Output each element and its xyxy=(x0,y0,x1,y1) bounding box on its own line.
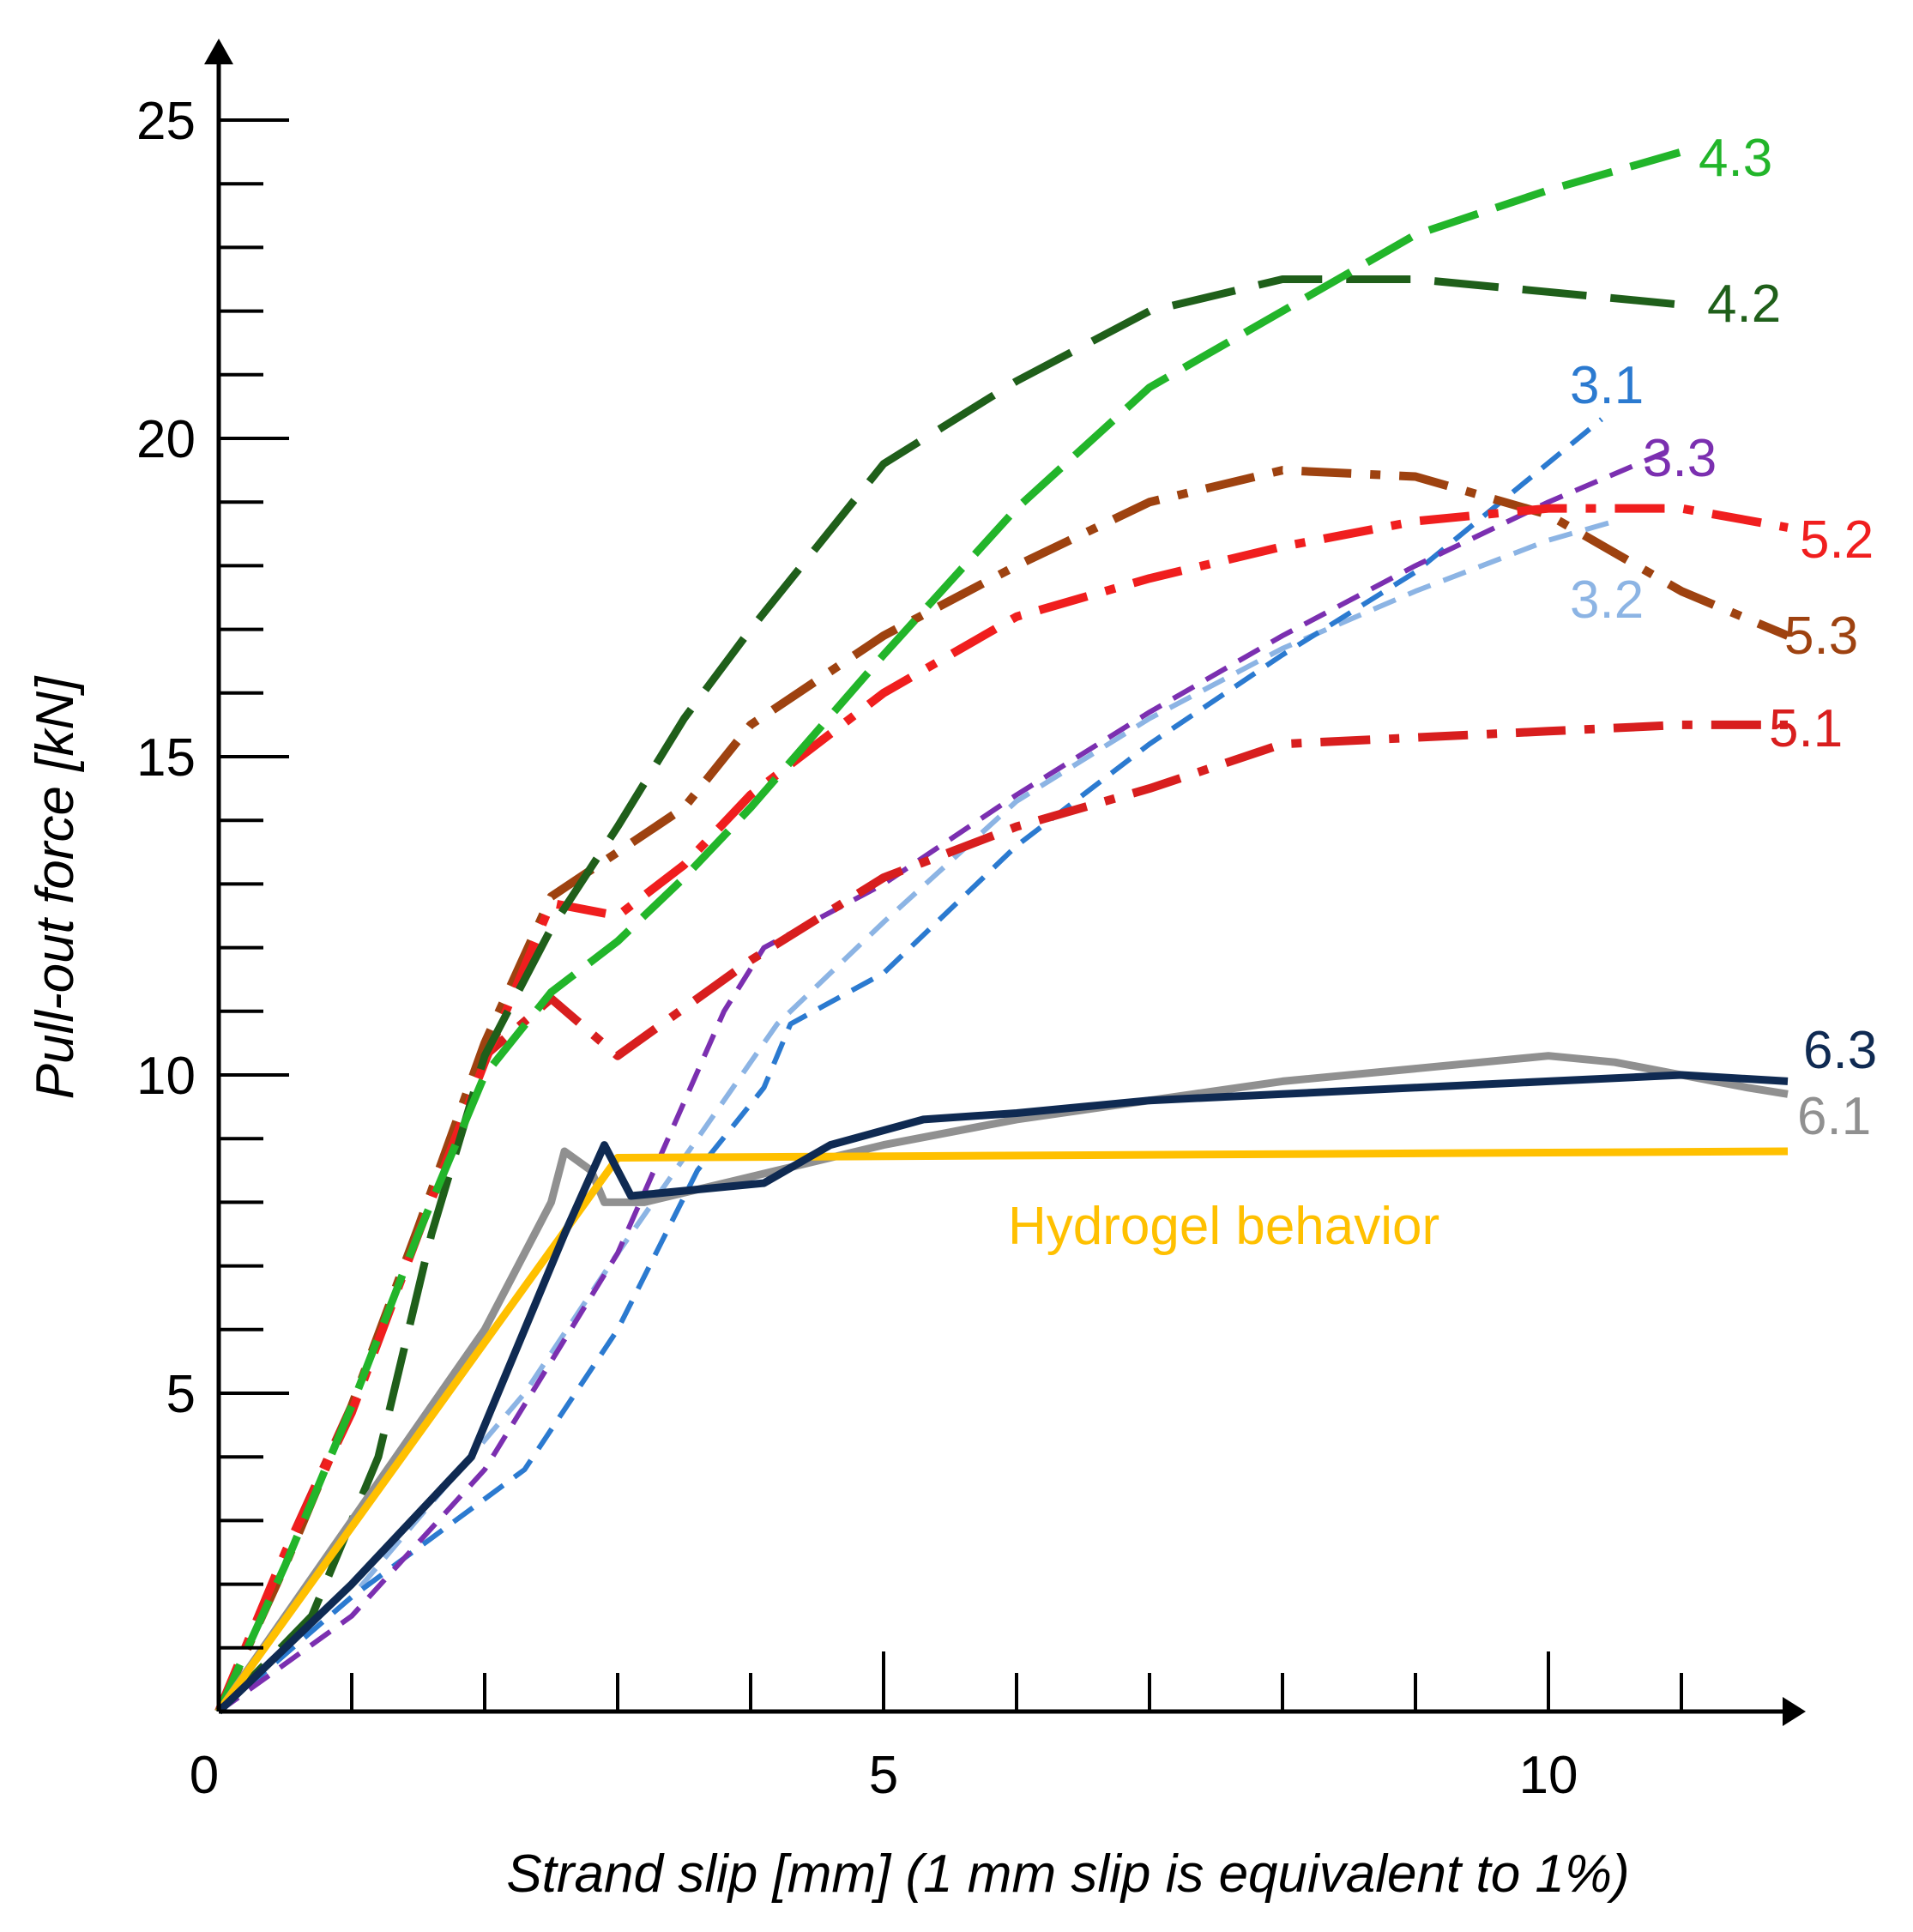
x-axis-arrowhead xyxy=(1783,1697,1806,1726)
y-tick-label: 25 xyxy=(136,92,196,151)
series-label-3-2: 3.2 xyxy=(1570,571,1644,630)
series-line-5-2 xyxy=(214,504,1789,1713)
x-axis-title: Strand slip [mm] (1 mm slip is equivalen… xyxy=(506,1844,1629,1904)
ticks: 5 10 5 10 15 20 25 xyxy=(136,92,1683,1805)
series-label-6-1: 6.1 xyxy=(1797,1087,1871,1146)
series-labels: 4.3 4.2 3.1 3.3 3.2 5.2 5.3 5.1 6.3 6.1 Hydrogel b… xyxy=(1008,129,1877,1256)
y-tick-label: 10 xyxy=(136,1047,196,1106)
y-axis-title: Pull-out force [kN] xyxy=(26,675,85,1100)
series-line-3-1 xyxy=(217,417,1603,1714)
series-line-4-2 xyxy=(215,275,1682,1715)
series-line-6-1 xyxy=(215,1052,1789,1714)
y-tick-label: 5 xyxy=(166,1365,196,1424)
series-line-4-3 xyxy=(214,148,1683,1713)
series-line-3-3 xyxy=(217,449,1669,1714)
y-axis-arrowhead xyxy=(204,39,233,64)
series-label-hydrogel-behavior: Hydrogel behavior xyxy=(1008,1197,1439,1256)
series-line-3-2 xyxy=(217,518,1616,1714)
y-tick-label: 20 xyxy=(136,410,196,469)
x-tick-label: 10 xyxy=(1519,1746,1578,1805)
series-label-3-3: 3.3 xyxy=(1643,429,1717,488)
series-line-5-3 xyxy=(214,466,1789,1714)
series-label-5-3: 5.3 xyxy=(1784,607,1858,666)
series-label-5-1: 5.1 xyxy=(1769,699,1843,758)
axes xyxy=(204,39,1806,1726)
y-tick-label: 15 xyxy=(136,728,196,788)
series-layer xyxy=(214,148,1789,1715)
x-tick-label-origin: 0 xyxy=(190,1746,219,1805)
series-line-6-3 xyxy=(215,1071,1789,1715)
series-label-4-3: 4.3 xyxy=(1699,129,1772,188)
series-label-4-2: 4.2 xyxy=(1707,275,1781,334)
series-label-3-1: 3.1 xyxy=(1570,356,1644,415)
series-label-6-3: 6.3 xyxy=(1803,1021,1877,1080)
x-tick-label: 5 xyxy=(869,1746,898,1805)
series-line-hydrogel-behavior xyxy=(215,1147,1789,1714)
series-line-5-1 xyxy=(214,720,1788,1713)
series-label-5-2: 5.2 xyxy=(1800,510,1874,570)
